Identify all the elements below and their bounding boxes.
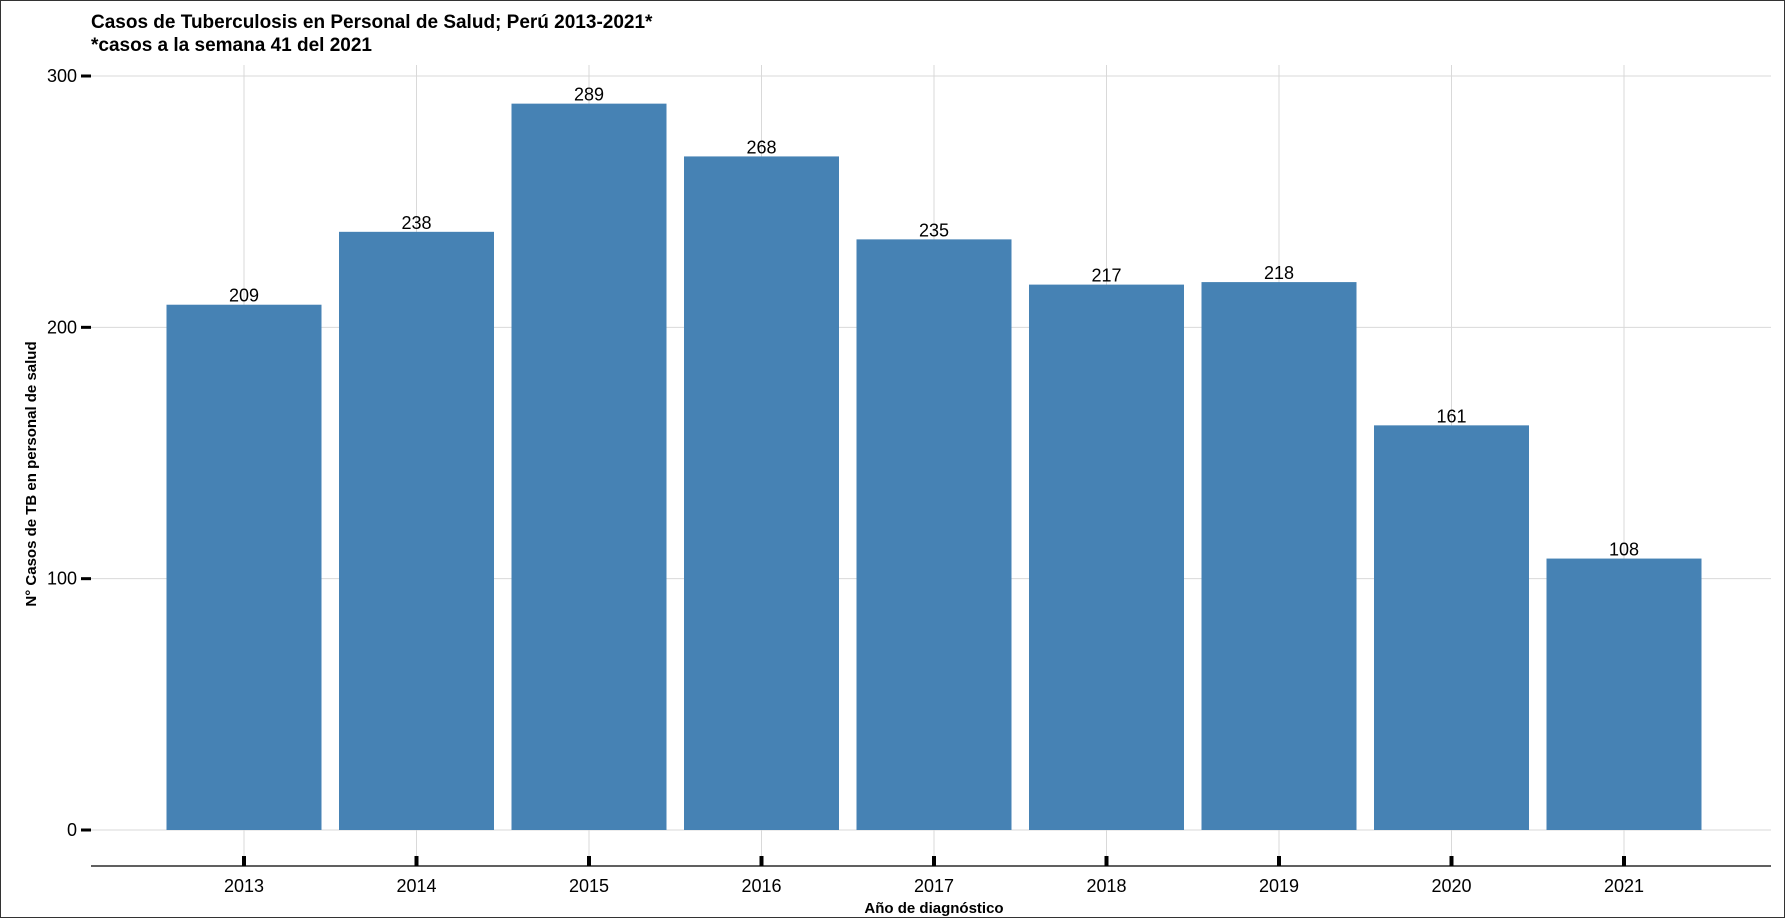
x-tick-label: 2018 — [1086, 876, 1126, 896]
y-tick-label: 100 — [47, 569, 77, 589]
x-tick-label: 2015 — [569, 876, 609, 896]
y-tick-label: 300 — [47, 66, 77, 86]
y-axis: 0 100 200 300 — [47, 66, 91, 840]
bar — [1374, 425, 1529, 830]
x-tick-label: 2013 — [224, 876, 264, 896]
bar-value-label: 289 — [574, 85, 604, 105]
bars — [166, 103, 1702, 831]
x-tick-label: 2014 — [396, 876, 436, 896]
bar-value-labels: 209 238 289 268 235 217 218 161 108 — [229, 85, 1639, 560]
x-axis: 2013 2014 2015 2016 2017 2018 2019 2020 2021 — [91, 856, 1771, 896]
y-tick-label: 0 — [67, 820, 77, 840]
bar-value-label: 217 — [1091, 266, 1121, 286]
chart-title: Casos de Tuberculosis en Personal de Sal… — [91, 12, 653, 33]
x-tick-label: 2020 — [1431, 876, 1471, 896]
bar — [511, 103, 667, 830]
bar — [339, 231, 494, 830]
bar-value-label: 108 — [1609, 540, 1639, 560]
bar — [856, 239, 1012, 830]
bar-value-label: 161 — [1436, 406, 1466, 426]
bar-value-label: 209 — [229, 286, 259, 306]
y-axis-title: N° Casos de TB en personal de salud — [23, 341, 40, 606]
bar — [684, 156, 839, 831]
x-tick-label: 2016 — [741, 876, 781, 896]
bar — [1546, 558, 1702, 830]
bar-value-label: 268 — [746, 137, 776, 157]
bar — [1201, 282, 1357, 830]
bar-value-label: 235 — [919, 220, 949, 240]
bar — [166, 304, 322, 830]
bar-value-label: 218 — [1264, 263, 1294, 283]
x-axis-title: Año de diagnóstico — [864, 900, 1003, 917]
x-tick-label: 2019 — [1259, 876, 1299, 896]
x-tick-label: 2021 — [1604, 876, 1644, 896]
x-tick-label: 2017 — [914, 876, 954, 896]
bar — [1029, 284, 1184, 830]
bar-value-label: 238 — [401, 213, 431, 233]
chart-subtitle: *casos a la semana 41 del 2021 — [91, 35, 372, 56]
y-tick-label: 200 — [47, 317, 77, 337]
